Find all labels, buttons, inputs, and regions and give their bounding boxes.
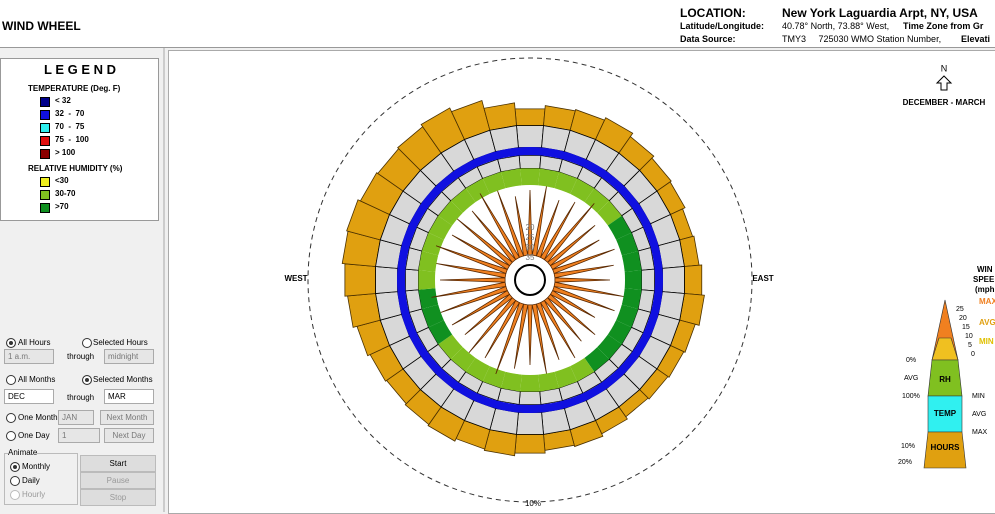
radio[interactable] <box>6 375 16 385</box>
radio[interactable] <box>10 476 20 486</box>
radio-label: Hourly <box>22 490 46 499</box>
radio-label: One Day <box>18 431 50 440</box>
legend-label: 32 - 70 <box>55 109 85 118</box>
header <box>0 0 995 48</box>
select[interactable]: JAN <box>58 410 94 425</box>
legend-title: L E G E N D <box>44 62 116 77</box>
legend-subtitle: RELATIVE HUMIDITY (%) <box>28 164 123 173</box>
wheel-panel <box>168 50 995 514</box>
radio[interactable] <box>6 338 16 348</box>
radio-label: Selected Hours <box>93 338 148 347</box>
select[interactable]: 1 a.m. <box>4 349 54 364</box>
legend-swatch <box>40 110 50 120</box>
legend-label: >70 <box>55 202 69 211</box>
legend-swatch <box>40 97 50 107</box>
select[interactable]: MAR <box>104 389 154 404</box>
group-label: Animate <box>8 448 38 457</box>
button[interactable]: Start <box>80 455 156 472</box>
legend-label: 70 - 75 <box>55 122 85 131</box>
select[interactable]: 1 <box>58 428 100 443</box>
legend-swatch <box>40 190 50 200</box>
label: through <box>67 352 95 361</box>
select[interactable]: DEC <box>4 389 54 404</box>
radio-label: Daily <box>22 476 40 485</box>
timezone: Time Zone from Gr <box>903 21 984 31</box>
radio-label: All Hours <box>18 338 51 347</box>
button[interactable]: Next Day <box>104 428 154 443</box>
label: Data Source: <box>680 34 736 44</box>
button[interactable]: Pause <box>80 472 156 489</box>
radio[interactable] <box>6 431 16 441</box>
radio[interactable] <box>6 413 16 423</box>
app-title: WIND WHEEL <box>2 19 81 33</box>
legend-swatch <box>40 203 50 213</box>
radio-label: All Months <box>18 375 56 384</box>
legend-label: <30 <box>55 176 69 185</box>
legend <box>0 58 159 221</box>
divider <box>163 48 165 512</box>
group <box>4 453 78 505</box>
radio[interactable] <box>10 490 20 500</box>
radio[interactable] <box>82 375 92 385</box>
latlon: 40.78° North, 73.88° West, <box>782 21 890 31</box>
label: Latitude/Longitude: <box>680 21 764 31</box>
legend-label: 30-70 <box>55 189 76 198</box>
legend-label: > 100 <box>55 148 76 157</box>
label: LOCATION: <box>680 6 746 20</box>
legend-label: < 32 <box>55 96 71 105</box>
legend-label: 75 - 100 <box>55 135 89 144</box>
button[interactable]: Stop <box>80 489 156 506</box>
location: New York Laguardia Arpt, NY, USA <box>782 6 978 20</box>
select[interactable]: midnight <box>104 349 154 364</box>
radio[interactable] <box>10 462 20 472</box>
radio-label: One Month <box>18 413 58 422</box>
legend-swatch <box>40 123 50 133</box>
legend-swatch <box>40 136 50 146</box>
button[interactable]: Next Month <box>100 410 154 425</box>
legend-subtitle: TEMPERATURE (Deg. F) <box>28 84 121 93</box>
source: TMY3 725030 WMO Station Number, <box>782 34 942 44</box>
label: through <box>67 393 95 402</box>
radio-label: Monthly <box>22 462 51 471</box>
radio-label: Selected Months <box>93 375 153 384</box>
legend-swatch <box>40 177 50 187</box>
radio[interactable] <box>82 338 92 348</box>
legend-swatch <box>40 149 50 159</box>
elevation: Elevati <box>961 34 991 44</box>
